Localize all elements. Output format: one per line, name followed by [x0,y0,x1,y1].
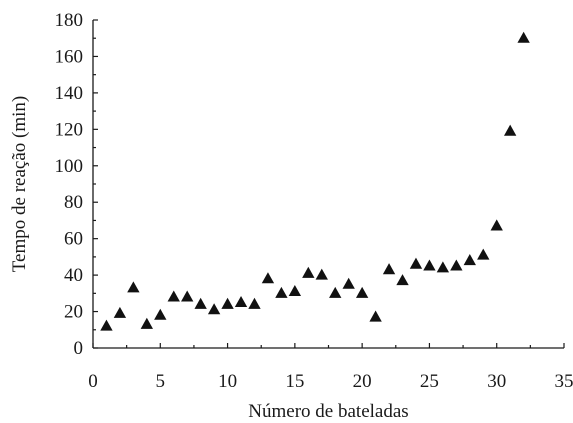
data-point-triangle [275,286,288,298]
y-tick-label-120: 120 [55,119,84,140]
y-tick-label-160: 160 [55,46,84,67]
y-tick-label-40: 40 [64,265,83,286]
data-point-triangle [329,286,342,298]
data-point-triangle [423,259,436,271]
y-tick-label-20: 20 [64,302,83,323]
y-tick-label-0: 0 [74,338,84,359]
axes [92,20,564,349]
data-point-triangle [234,295,248,307]
x-axis-label: Número de bateladas [248,401,408,422]
x-tick-label-25: 25 [420,371,439,392]
data-point-triangle [113,306,127,318]
data-point-triangle [477,248,490,260]
y-axis-label: Tempo de reação (min) [9,96,30,272]
data-point-triangle [302,266,315,278]
y-ticks: 0 20 40 60 80 100 120 140 160 180 [55,10,98,359]
y-tick-label-100: 100 [55,156,84,177]
x-tick-label-0: 0 [88,371,98,392]
y-tick-label-60: 60 [64,229,83,250]
data-point-triangle [140,317,154,329]
data-point-triangle [396,274,409,286]
data-point-triangle [154,308,167,320]
data-point-triangle [167,290,180,302]
x-tick-label-5: 5 [156,371,166,392]
data-point-triangle [100,319,113,331]
x-tick-label-35: 35 [555,371,573,392]
data-point-triangle [288,285,302,297]
data-point-triangle [517,31,530,43]
data-point-triangle [248,297,261,309]
x-tick-label-10: 10 [218,371,237,392]
data-point-triangle [369,310,382,322]
data-point-triangle [181,290,194,302]
data-markers [100,31,530,331]
data-point-triangle [221,297,234,309]
data-point-triangle [342,277,355,289]
data-point-triangle [127,281,140,293]
data-point-triangle [194,297,207,309]
x-tick-label-30: 30 [487,371,506,392]
y-tick-label-140: 140 [55,83,84,104]
y-tick-label-180: 180 [55,10,84,31]
data-point-triangle [207,303,221,315]
data-point-triangle [436,261,450,273]
data-point-triangle [503,124,517,136]
x-ticks: 0 5 10 15 20 25 30 35 [88,343,573,392]
data-point-triangle [315,268,328,280]
data-point-triangle [382,263,396,275]
data-point-triangle [463,254,476,266]
x-tick-label-15: 15 [285,371,304,392]
y-tick-label-80: 80 [64,192,83,213]
data-point-triangle [490,219,503,231]
x-tick-label-20: 20 [353,371,372,392]
data-point-triangle [261,272,275,284]
data-point-triangle [409,257,423,269]
data-point-triangle [450,259,463,271]
data-point-triangle [355,286,369,298]
